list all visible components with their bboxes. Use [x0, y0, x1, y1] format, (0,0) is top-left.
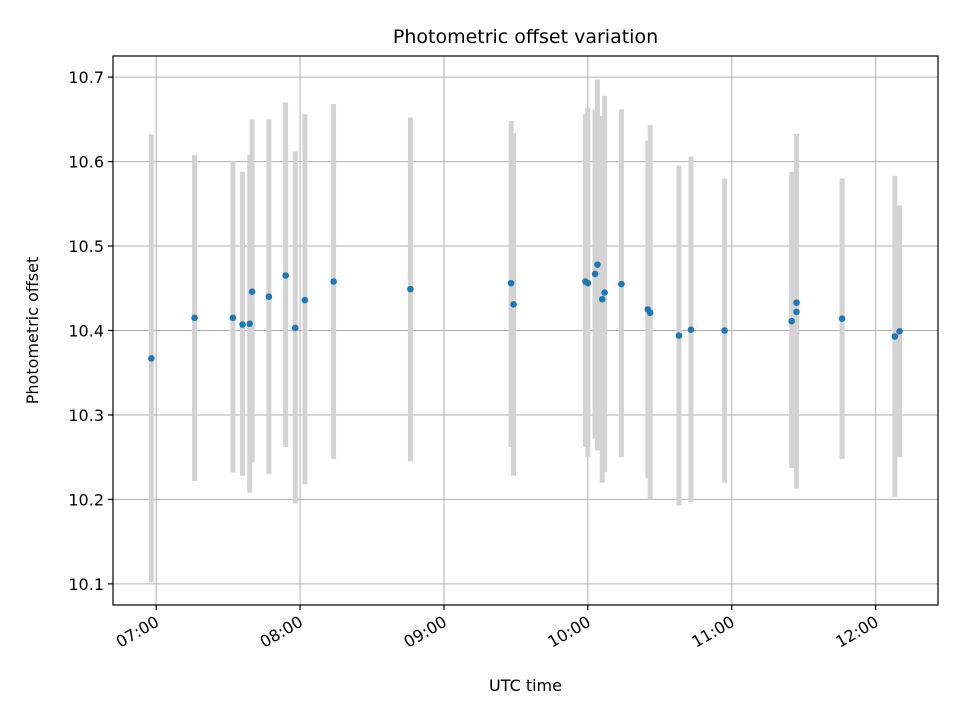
data-point: [407, 285, 414, 293]
data-point: [687, 326, 695, 333]
data-points: [148, 261, 903, 362]
data-point: [510, 301, 517, 308]
y-tick-label: 10.5: [68, 237, 104, 256]
x-tick-label: 09:00: [401, 612, 450, 652]
data-point: [788, 317, 796, 325]
x-tick-label: 11:00: [688, 612, 737, 652]
data-point: [591, 270, 599, 278]
x-axis-label: UTC time: [489, 676, 562, 695]
data-point: [891, 333, 899, 340]
y-tick-label: 10.4: [68, 322, 104, 341]
y-tick-label: 10.2: [68, 490, 104, 509]
data-point: [675, 332, 683, 339]
grid-layer: [113, 56, 938, 605]
data-point: [601, 289, 608, 296]
data-point: [793, 308, 800, 316]
data-point: [618, 280, 625, 288]
x-tick-label: 10:00: [544, 612, 593, 652]
data-point: [507, 279, 515, 287]
data-point: [265, 293, 273, 301]
data-point: [191, 314, 198, 322]
y-tick-label: 10.7: [68, 68, 104, 87]
x-axis-ticks: 07:00 08:00 09:00 10:00 11:00 12:00: [113, 605, 882, 652]
data-point: [594, 261, 601, 268]
data-point: [248, 288, 256, 295]
data-point: [721, 327, 728, 334]
data-point: [598, 295, 606, 303]
data-point: [246, 320, 254, 328]
data-point: [646, 309, 654, 317]
data-point: [838, 315, 846, 322]
x-tick-label: 12:00: [832, 612, 881, 652]
y-axis-ticks: 10.1 10.2 10.3 10.4 10.5 10.6 10.7: [68, 68, 113, 594]
y-axis-label: Photometric offset: [23, 257, 42, 405]
y-tick-label: 10.1: [68, 575, 104, 594]
x-tick-label: 08:00: [257, 612, 306, 652]
x-tick-label: 07:00: [113, 612, 162, 652]
data-point: [896, 328, 903, 335]
data-point: [148, 355, 155, 362]
data-point: [330, 278, 337, 285]
data-point: [291, 324, 299, 332]
data-point: [584, 279, 592, 287]
y-tick-label: 10.3: [68, 406, 104, 425]
data-point: [301, 296, 309, 304]
data-point: [239, 321, 246, 328]
data-point: [282, 272, 289, 279]
y-tick-label: 10.6: [68, 153, 104, 172]
chart-title: Photometric offset variation: [393, 26, 658, 48]
data-point: [229, 314, 237, 322]
data-point: [793, 299, 800, 306]
